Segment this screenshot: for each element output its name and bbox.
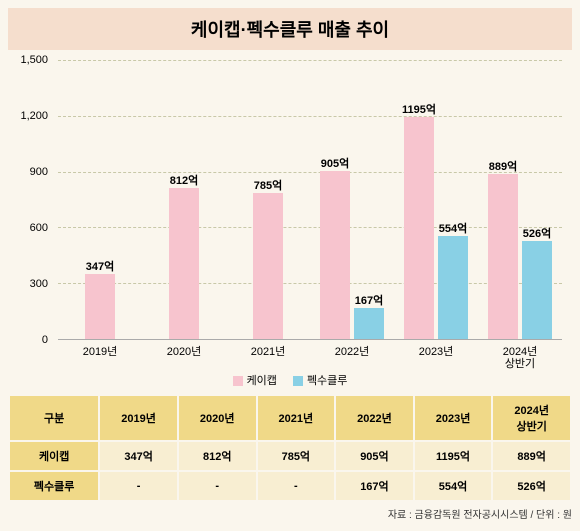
bar-group: 1195억554억 (394, 60, 478, 339)
x-tick-label: 2024년 상반기 (478, 342, 562, 362)
x-tick-label: 2022년 (310, 342, 394, 362)
bar-value-label: 1195억 (402, 101, 436, 117)
x-tick-label: 2023년 (394, 342, 478, 362)
bar-group: 889억526억 (478, 60, 562, 339)
legend-item: 케이캡 (233, 375, 277, 387)
table-cell: 905억 (336, 442, 413, 470)
bar: 812억 (169, 188, 199, 339)
table-row-header: 케이캡 (10, 442, 98, 470)
bar: 785억 (253, 193, 283, 339)
bar: 526억 (522, 241, 552, 339)
table-cell: - (179, 472, 256, 500)
table-header-cell: 2020년 (179, 396, 256, 440)
y-tick-label: 1,200 (20, 110, 48, 122)
x-tick-label: 2021년 (226, 342, 310, 362)
table-cell: 526억 (493, 472, 570, 500)
legend-item: 펙수클루 (293, 375, 347, 387)
bar-value-label: 889억 (489, 158, 517, 174)
bar: 905억 (320, 171, 350, 339)
chart-area: 03006009001,2001,500 347억812억785억905억167… (58, 60, 562, 360)
bar-value-label: 554억 (439, 220, 467, 236)
bar-value-label: 347억 (86, 258, 114, 274)
bar-group: 812억 (142, 60, 226, 339)
y-tick-label: 900 (30, 166, 48, 178)
y-axis: 03006009001,2001,500 (13, 60, 53, 340)
x-tick-label: 2019년 (58, 342, 142, 362)
table-header-cell: 2022년 (336, 396, 413, 440)
bar-value-label: 167억 (355, 292, 383, 308)
table-header-cell: 구분 (10, 396, 98, 440)
bar: 554억 (438, 236, 468, 339)
table-header-cell: 2023년 (415, 396, 492, 440)
data-table: 구분2019년2020년2021년2022년2023년2024년 상반기케이캡3… (8, 394, 572, 502)
table-cell: 167억 (336, 472, 413, 500)
bar: 889억 (488, 174, 518, 339)
table-cell: 554억 (415, 472, 492, 500)
source-text: 자료 : 금융감독원 전자공시시스템 / 단위 : 원 (8, 506, 572, 521)
table-cell: 1195억 (415, 442, 492, 470)
table-cell: 812억 (179, 442, 256, 470)
table-cell: - (258, 472, 335, 500)
chart-title: 케이캡·펙수클루 매출 추이 (8, 8, 572, 50)
bar-value-label: 526억 (523, 225, 551, 241)
y-tick-label: 600 (30, 222, 48, 234)
legend-swatch (293, 376, 303, 386)
bar: 347억 (85, 274, 115, 339)
table-cell: 785억 (258, 442, 335, 470)
bar-groups: 347억812억785억905억167억1195억554억889억526억 (58, 60, 562, 339)
bar-value-label: 785억 (254, 177, 282, 193)
table-header-cell: 2019년 (100, 396, 177, 440)
table-cell: - (100, 472, 177, 500)
table-row-header: 펙수클루 (10, 472, 98, 500)
x-tick-label: 2020년 (142, 342, 226, 362)
bar: 1195억 (404, 117, 434, 339)
table-cell: 347억 (100, 442, 177, 470)
plot-area: 347억812억785억905억167억1195억554억889억526억 (58, 60, 562, 340)
bar-group: 905억167억 (310, 60, 394, 339)
bar-group: 347억 (58, 60, 142, 339)
legend-label: 펙수클루 (307, 375, 347, 387)
bar-group: 785억 (226, 60, 310, 339)
y-tick-label: 1,500 (20, 54, 48, 66)
x-axis-labels: 2019년2020년2021년2022년2023년2024년 상반기 (58, 342, 562, 362)
bar: 167억 (354, 308, 384, 339)
bar-value-label: 812억 (170, 172, 198, 188)
table-header-cell: 2024년 상반기 (493, 396, 570, 440)
table-header-cell: 2021년 (258, 396, 335, 440)
legend-swatch (233, 376, 243, 386)
y-tick-label: 0 (42, 334, 48, 346)
legend-label: 케이캡 (247, 375, 277, 387)
bar-value-label: 905억 (321, 155, 349, 171)
table-cell: 889억 (493, 442, 570, 470)
legend: 케이캡 펙수클루 (8, 372, 572, 388)
y-tick-label: 300 (30, 278, 48, 290)
